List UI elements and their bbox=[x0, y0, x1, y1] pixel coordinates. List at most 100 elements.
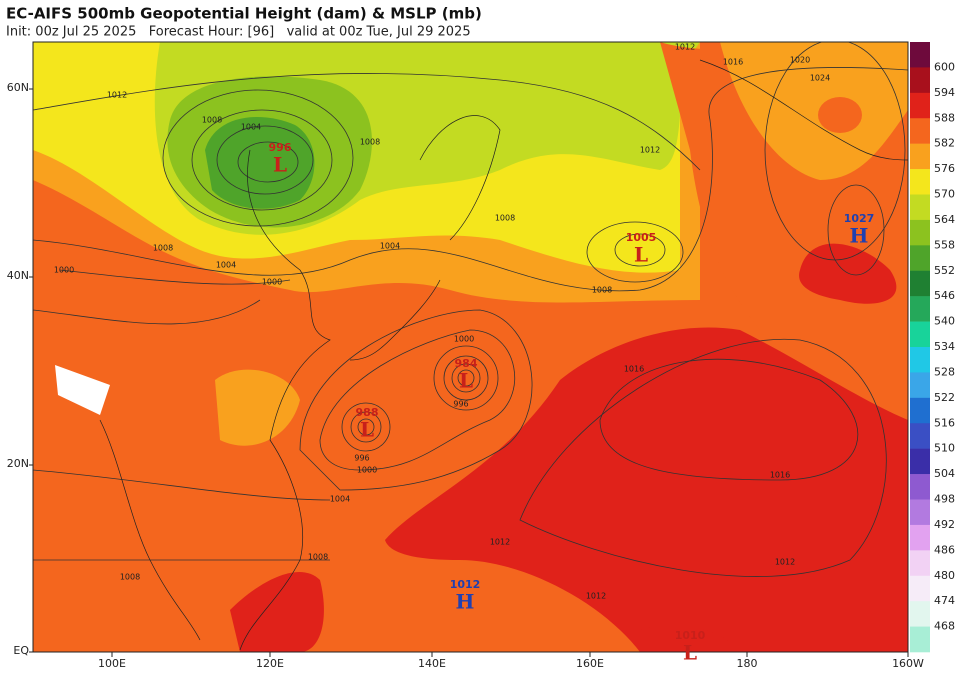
colorbar-label: 480 bbox=[934, 569, 955, 582]
longitude-label: 100E bbox=[98, 657, 126, 670]
colorbar-swatch bbox=[910, 219, 930, 246]
colorbar-swatch bbox=[910, 118, 930, 144]
colorbar-label: 498 bbox=[934, 493, 955, 506]
isobar-label: 1012 bbox=[775, 558, 795, 567]
colorbar-label: 552 bbox=[934, 264, 955, 277]
colorbar-swatch bbox=[910, 270, 930, 297]
map-fill bbox=[33, 42, 908, 652]
colorbar-swatch bbox=[910, 194, 930, 221]
colorbar-label: 504 bbox=[934, 467, 955, 480]
isobar-label: 1012 bbox=[675, 43, 695, 52]
isobar-label: 1008 bbox=[202, 116, 222, 125]
colorbar-label: 558 bbox=[934, 238, 955, 251]
colorbar-label: 564 bbox=[934, 213, 955, 226]
center-symbol: L bbox=[360, 418, 374, 442]
isobar-label: 1000 bbox=[262, 278, 282, 287]
center-symbol: H bbox=[456, 590, 475, 614]
isobar-label: 996 bbox=[354, 454, 369, 463]
isobar-label: 1004 bbox=[330, 495, 350, 504]
map-frame bbox=[32, 41, 909, 653]
colorbar-swatch bbox=[910, 423, 930, 449]
isobar-label: 1004 bbox=[216, 261, 236, 270]
center-symbol: L bbox=[459, 369, 473, 393]
colorbar-swatch bbox=[910, 372, 930, 399]
colorbar-label: 534 bbox=[934, 340, 955, 353]
center-pressure: 988 bbox=[356, 406, 379, 419]
isobar-label: 1004 bbox=[241, 123, 261, 132]
isobar-label: 996 bbox=[453, 400, 468, 409]
colorbar-label: 486 bbox=[934, 543, 955, 556]
longitude-label: 160W bbox=[892, 657, 924, 670]
colorbar-swatch bbox=[910, 575, 930, 602]
colorbar-label: 570 bbox=[934, 188, 955, 201]
colorbar-swatch bbox=[910, 601, 930, 627]
colorbar-swatch bbox=[910, 296, 930, 322]
longitude-label: 180 bbox=[737, 657, 758, 670]
isobar-label: 1016 bbox=[723, 58, 743, 67]
colorbar-label: 582 bbox=[934, 137, 955, 150]
colorbar-swatch bbox=[910, 524, 930, 551]
longitude-label: 140E bbox=[418, 657, 446, 670]
colorbar-swatch bbox=[910, 67, 930, 94]
isobar-label: 1012 bbox=[490, 538, 510, 547]
colorbar-label: 588 bbox=[934, 111, 955, 124]
colorbar-swatch bbox=[910, 499, 930, 526]
isobar-label: 1008 bbox=[592, 286, 612, 295]
isobar-label: 1024 bbox=[810, 74, 830, 83]
center-pressure: 1027 bbox=[844, 212, 875, 225]
colorbar-label: 600 bbox=[934, 60, 955, 73]
center-pressure: 1005 bbox=[626, 231, 657, 244]
isobar-label: 1008 bbox=[308, 553, 328, 562]
isobar-label: 1016 bbox=[770, 471, 790, 480]
isobar-label: 1012 bbox=[640, 146, 660, 155]
isobar-label: 1008 bbox=[495, 214, 515, 223]
center-symbol: H bbox=[850, 224, 869, 248]
isobar-label: 1008 bbox=[120, 573, 140, 582]
isobar-label: 1012 bbox=[107, 91, 127, 100]
isobar-label: 1020 bbox=[790, 56, 810, 65]
colorbar-label: 546 bbox=[934, 289, 955, 302]
colorbar-swatch bbox=[910, 321, 930, 348]
center-pressure: 1010 bbox=[675, 629, 706, 642]
latitude-label: 40N bbox=[7, 269, 29, 282]
colorbar-swatch bbox=[910, 169, 930, 195]
colorbar-swatch bbox=[910, 42, 930, 68]
colorbar-swatch bbox=[910, 245, 930, 272]
colorbar-swatch bbox=[910, 397, 930, 424]
center-pressure: 984 bbox=[455, 357, 478, 370]
colorbar-label: 522 bbox=[934, 391, 955, 404]
center-pressure: 1012 bbox=[450, 578, 481, 591]
center-symbol: L bbox=[273, 153, 287, 177]
isobar-label: 1000 bbox=[357, 466, 377, 475]
colorbar-label: 492 bbox=[934, 518, 955, 531]
colorbar-swatch bbox=[910, 448, 930, 475]
colorbar-swatch bbox=[910, 143, 930, 170]
latitude-label: EQ bbox=[13, 644, 29, 657]
isobar-label: 1012 bbox=[586, 592, 606, 601]
isobar-label: 1004 bbox=[380, 242, 400, 251]
isobar-label: 1000 bbox=[54, 266, 74, 275]
colorbar-label: 516 bbox=[934, 416, 955, 429]
colorbar-label: 468 bbox=[934, 620, 955, 633]
labels: 60N 40N 20N EQ 100E 120E 140E 160E 180 160W 600 594… bbox=[7, 42, 955, 670]
center-symbol: L bbox=[634, 243, 648, 267]
colorbar-swatch bbox=[910, 550, 930, 577]
center-pressure: 996 bbox=[269, 141, 292, 154]
colorbar-swatch bbox=[910, 626, 930, 653]
colorbar-label: 576 bbox=[934, 162, 955, 175]
isobar-label: 1000 bbox=[454, 335, 474, 344]
colorbar-swatch bbox=[910, 92, 930, 119]
isobar-label: 1008 bbox=[360, 138, 380, 147]
colorbar-swatch bbox=[910, 474, 930, 500]
colorbar-label: 528 bbox=[934, 365, 955, 378]
title: EC-AIFS 500mb Geopotential Height (dam) … bbox=[6, 5, 482, 23]
longitude-label: 160E bbox=[576, 657, 604, 670]
colorbar-swatch bbox=[910, 347, 930, 373]
latitude-label: 60N bbox=[7, 81, 29, 94]
longitude-label: 120E bbox=[256, 657, 284, 670]
colorbar-label: 474 bbox=[934, 594, 955, 607]
colorbar-label: 510 bbox=[934, 442, 955, 455]
isobar-label: 1008 bbox=[153, 244, 173, 253]
isobar-label: 1016 bbox=[624, 365, 644, 374]
